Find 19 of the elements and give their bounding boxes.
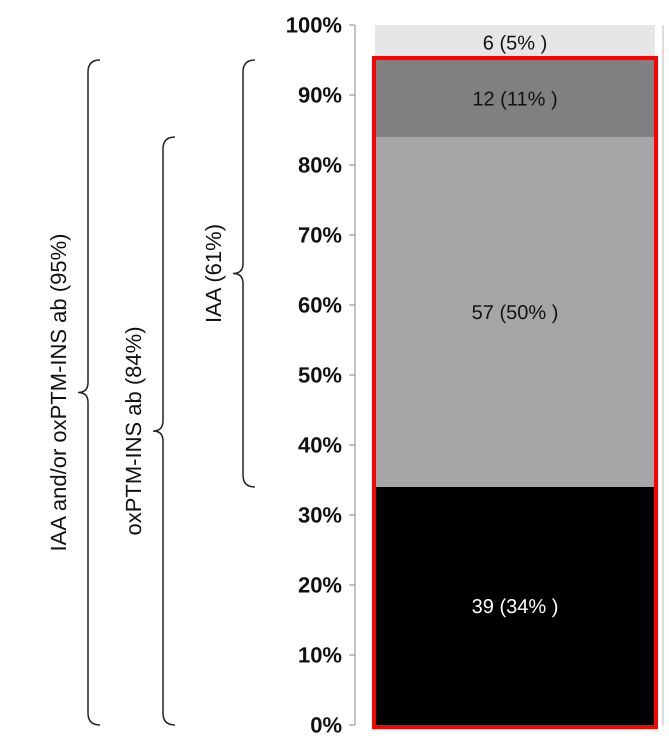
- text: IAA and/or oxPTM-INS ab (95%): [46, 234, 71, 552]
- y-tick-label: 20%: [298, 572, 342, 598]
- data-label: 39 (34% ): [472, 596, 558, 618]
- y-tick-label: 90%: [298, 82, 342, 108]
- y-tick-label: 50%: [298, 362, 342, 388]
- y-tick-label: 30%: [298, 502, 342, 528]
- text: oxPTM-INS ab (84%): [121, 326, 146, 536]
- y-tick-label: 100%: [286, 12, 342, 38]
- y-tick-label: 80%: [298, 152, 342, 178]
- data-label: 12 (11% ): [472, 88, 558, 110]
- bar: [375, 60, 655, 137]
- y-tick-label: 60%: [298, 292, 342, 318]
- data-label: 57 (50% ): [472, 302, 558, 324]
- y-tick-label: 10%: [298, 642, 342, 668]
- data-label: 6 (5% ): [482, 32, 548, 54]
- y-tick-label: 0%: [310, 712, 342, 738]
- y-tick-label: 40%: [298, 432, 342, 458]
- y-tick-label: 70%: [298, 222, 342, 248]
- text: IAA (61%): [201, 224, 226, 324]
